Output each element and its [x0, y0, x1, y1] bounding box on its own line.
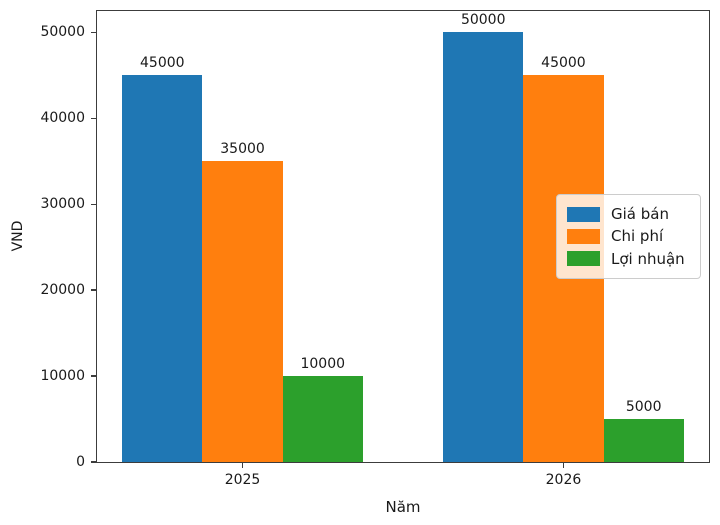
bar-value-label: 5000	[625, 399, 662, 416]
legend-item-label: Chi phí	[611, 227, 664, 246]
x-tick-mark	[562, 463, 565, 468]
y-tick-label: 50000	[40, 24, 85, 41]
y-tick-mark	[91, 117, 96, 120]
x-tick-label: 2025	[224, 472, 261, 488]
bar-chi-phí-2025	[202, 161, 283, 462]
x-tick-label: 2026	[545, 472, 582, 488]
y-tick-label: 20000	[40, 282, 85, 299]
bar-value-label: 45000	[140, 55, 185, 72]
x-axis-label: Năm	[385, 498, 421, 516]
bar-value-label: 45000	[541, 55, 586, 72]
y-tick-mark	[91, 289, 96, 291]
bar-value-label: 10000	[300, 356, 346, 373]
legend-swatch	[567, 206, 600, 222]
bar-lợi-nhuận-2026	[603, 419, 684, 462]
y-tick-mark	[91, 31, 96, 34]
y-tick-mark	[91, 461, 96, 463]
legend-item-label: Giá bán	[611, 205, 669, 224]
legend-item: Giá bán	[567, 203, 688, 225]
legend-item-label: Lợi nhuận	[611, 249, 685, 268]
legend-swatch	[567, 228, 600, 244]
y-tick-label: 10000	[40, 368, 85, 385]
y-axis-label: VND	[10, 220, 26, 252]
y-tick-label: 0	[76, 454, 85, 470]
x-tick-mark	[241, 463, 244, 468]
bar-lợi-nhuận-2025	[282, 376, 363, 462]
legend-item: Lợi nhuận	[567, 248, 688, 270]
legend-swatch	[567, 251, 600, 267]
legend: Giá bán Chi phí Lợi nhuận	[556, 194, 701, 279]
y-tick-mark	[91, 375, 96, 377]
bar-value-label: 35000	[220, 141, 265, 158]
legend-item: Chi phí	[567, 225, 688, 247]
bar-giá-bán-2025	[122, 75, 203, 462]
bar-value-label: 50000	[460, 12, 506, 29]
y-tick-label: 40000	[40, 110, 85, 127]
bar-giá-bán-2026	[443, 32, 524, 462]
y-tick-mark	[91, 203, 96, 205]
y-tick-label: 30000	[40, 196, 85, 213]
